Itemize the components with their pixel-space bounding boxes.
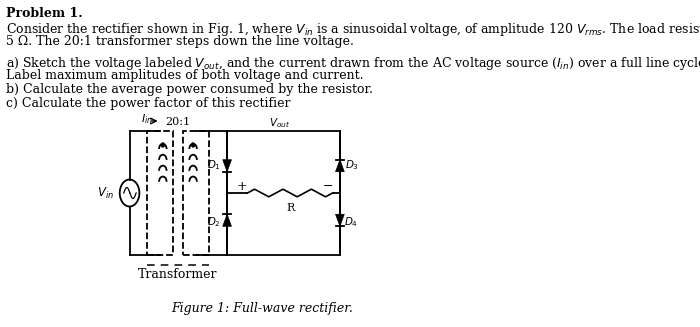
Text: $D_4$: $D_4$ (344, 215, 358, 229)
Text: c) Calculate the power factor of this rectifier: c) Calculate the power factor of this re… (6, 97, 290, 110)
Text: $V_{in}$: $V_{in}$ (97, 185, 113, 200)
Text: −: − (322, 180, 332, 193)
Text: 5 Ω. The 20:1 transformer steps down the line voltage.: 5 Ω. The 20:1 transformer steps down the… (6, 35, 354, 48)
Polygon shape (223, 214, 232, 226)
Text: b) Calculate the average power consumed by the resistor.: b) Calculate the average power consumed … (6, 83, 373, 96)
Text: 20:1: 20:1 (165, 117, 190, 127)
Text: Problem 1.: Problem 1. (6, 7, 83, 20)
Text: Consider the rectifier shown in Fig. 1, where $V_{in}$ is a sinusoidal voltage, : Consider the rectifier shown in Fig. 1, … (6, 21, 700, 38)
Text: $D_3$: $D_3$ (345, 158, 359, 172)
Text: Figure 1: Full-wave rectifier.: Figure 1: Full-wave rectifier. (171, 302, 353, 315)
Text: $D_1$: $D_1$ (207, 158, 221, 172)
Bar (183, 131, 209, 255)
Text: $V_{out}$: $V_{out}$ (270, 116, 290, 130)
Text: +: + (237, 180, 247, 193)
Text: $D_2$: $D_2$ (207, 215, 221, 229)
Text: Transformer: Transformer (138, 268, 218, 281)
Text: Label maximum amplitudes of both voltage and current.: Label maximum amplitudes of both voltage… (6, 69, 363, 82)
Text: a) Sketch the voltage labeled $V_{out}$, and the current drawn from the AC volta: a) Sketch the voltage labeled $V_{out}$,… (6, 55, 700, 72)
Text: $I_{in}$: $I_{in}$ (141, 112, 153, 126)
Polygon shape (335, 214, 344, 226)
Circle shape (192, 143, 195, 147)
Polygon shape (335, 160, 344, 172)
Text: R: R (286, 203, 294, 213)
Bar (227, 131, 340, 255)
Polygon shape (223, 160, 232, 172)
Circle shape (162, 143, 164, 147)
Bar (147, 131, 172, 255)
